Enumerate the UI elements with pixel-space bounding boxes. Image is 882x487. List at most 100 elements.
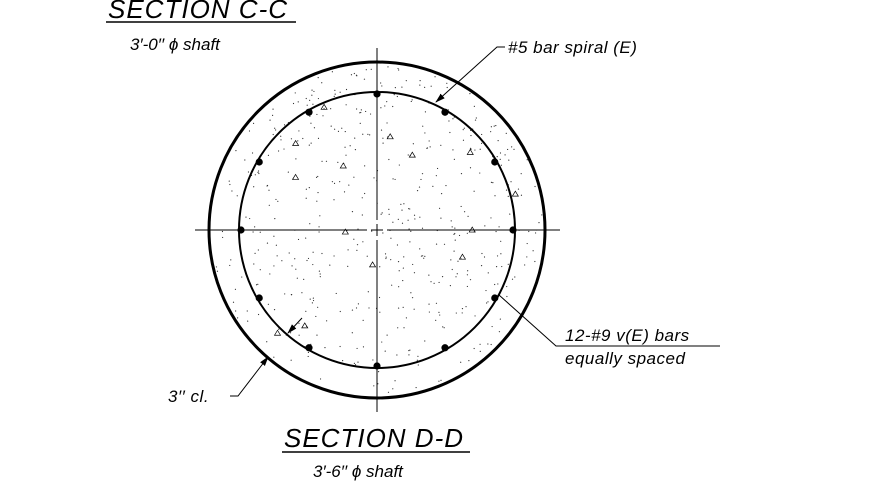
stipple-dot — [356, 347, 358, 350]
stipple-dot — [277, 150, 280, 152]
stipple-dot — [351, 211, 354, 213]
aggregate — [368, 261, 377, 268]
stipple-dot — [506, 285, 508, 288]
stipple-dot — [228, 180, 230, 182]
stipple-dot — [275, 198, 277, 201]
stipple-dot — [317, 191, 319, 194]
stipple-dot — [423, 257, 425, 259]
stipple-dot — [247, 320, 249, 322]
stipple-dot — [481, 252, 483, 255]
stipple-dot — [335, 292, 337, 295]
stipple-dot — [495, 266, 498, 268]
aggregate — [408, 151, 416, 158]
stipple-dot — [428, 140, 430, 142]
stipple-dot — [409, 349, 411, 351]
stipple-dot — [392, 221, 394, 223]
stipple-dot — [420, 255, 423, 257]
stipple-dot — [442, 326, 444, 328]
stipple-dot — [414, 218, 416, 220]
stipple-dot — [405, 80, 407, 82]
stipple-dot — [317, 137, 320, 139]
stipple-dot — [498, 226, 500, 228]
stipple-dot — [520, 194, 523, 196]
stipple-dot — [408, 349, 410, 352]
stipple-dot — [418, 186, 421, 188]
stipple-dot — [334, 128, 336, 130]
stipple-dot — [413, 272, 416, 274]
stipple-dot — [269, 119, 271, 121]
stipple-dot — [430, 281, 432, 283]
stipple-dot — [440, 217, 442, 219]
stipple-dot — [334, 89, 336, 92]
stipple-dot — [467, 270, 469, 272]
stipple-dot — [297, 238, 300, 241]
stipple-dot — [377, 383, 379, 385]
stipple-dot — [315, 176, 318, 178]
stipple-dot — [305, 97, 307, 100]
callout: equally spaced — [565, 349, 685, 368]
stipple-dot — [443, 243, 446, 245]
stipple-dot — [513, 148, 515, 150]
stipple-dot — [528, 230, 530, 233]
stipple-dot — [517, 188, 520, 190]
stipple-dot — [305, 188, 307, 190]
stipple-dot — [362, 241, 364, 243]
stipple-dot — [276, 255, 278, 257]
stipple-dot — [458, 234, 461, 237]
stipple-dot — [288, 252, 290, 254]
stipple-dot — [221, 230, 224, 233]
stipple-dot — [381, 85, 383, 87]
stipple-dot — [416, 190, 419, 192]
aggregate — [386, 133, 394, 140]
stipple-dot — [317, 306, 319, 308]
stipple-dot — [463, 127, 465, 129]
stipple-dot — [283, 148, 285, 150]
stipple-dot — [441, 276, 444, 278]
stipple-dot — [298, 322, 300, 324]
stipple-dot — [479, 148, 481, 150]
stipple-dot — [380, 82, 382, 84]
stipple-dot — [430, 85, 432, 87]
stipple-dot — [267, 303, 270, 305]
stipple-dot — [339, 345, 341, 348]
stipple-dot — [234, 288, 237, 290]
stipple-dot — [290, 294, 293, 296]
stipple-dot — [468, 360, 470, 362]
stipple-dot — [248, 130, 251, 132]
stipple-dot — [330, 108, 332, 110]
stipple-dot — [356, 249, 358, 251]
rebar — [305, 108, 313, 116]
stipple-dot — [392, 105, 394, 108]
stipple-dot — [394, 380, 396, 382]
stipple-dot — [385, 257, 387, 260]
stipple-dot — [440, 192, 443, 195]
stipple-dot — [354, 149, 357, 151]
stipple-dot — [507, 195, 509, 198]
stipple-dot — [469, 147, 472, 149]
stipple-dot — [452, 118, 454, 120]
stipple-dot — [354, 364, 357, 366]
stipple-dot — [403, 327, 405, 329]
stipple-dot — [257, 249, 259, 251]
stipple-dot — [308, 187, 310, 189]
stipple-dot — [534, 185, 536, 188]
aggregate — [273, 329, 282, 336]
stipple-dot — [365, 69, 367, 71]
stipple-dot — [510, 181, 512, 183]
stipple-dot — [469, 167, 472, 169]
stipple-dot — [386, 122, 388, 124]
stipple-dot — [466, 285, 468, 288]
stipple-dot — [311, 89, 313, 91]
stipple-dot — [473, 105, 475, 107]
stipple-dot — [362, 346, 365, 348]
stipple-dot — [380, 107, 382, 109]
callout: #5 bar spiral (E) — [508, 38, 637, 57]
stipple-dot — [449, 285, 451, 287]
stipple-dot — [487, 272, 489, 274]
stipple-dot — [362, 133, 364, 135]
stipple-dot — [508, 159, 510, 161]
stipple-dot — [311, 302, 313, 304]
stipple-dot — [257, 170, 260, 172]
stipple-dot — [284, 293, 286, 295]
center-lines — [195, 48, 560, 412]
